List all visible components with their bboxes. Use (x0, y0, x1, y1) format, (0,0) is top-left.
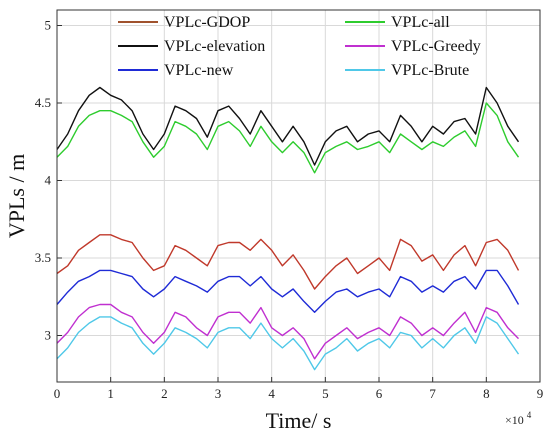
legend-label: VPLc-all (391, 14, 450, 31)
y-tick-label: 4.5 (35, 95, 51, 110)
legend-label: VPLc-Brute (391, 62, 469, 79)
x-multiplier-exponent: 4 (527, 410, 532, 420)
legend: VPLc-GDOP VPLc-elevation VPLc-new VPLc-all V… (118, 14, 481, 79)
y-axis-ticks: 3 3.5 4 4.5 5 (35, 18, 62, 343)
series-lines (56, 86, 520, 371)
legend-item: VPLc-Greedy (345, 38, 481, 55)
x-tick-label: 9 (537, 386, 544, 401)
y-axis-title: VPLs / m (4, 154, 29, 238)
legend-label: VPLc-new (164, 62, 234, 79)
series-line-vplc-brute (56, 316, 520, 371)
x-axis-ticks: 0 1 2 3 4 5 6 7 8 9 (54, 377, 544, 401)
x-tick-label: 5 (322, 386, 329, 401)
y-tick-label: 3 (45, 328, 52, 343)
y-tick-label: 5 (45, 18, 52, 33)
y-tick-label: 3.5 (35, 250, 51, 265)
legend-item: VPLc-GDOP (118, 14, 250, 31)
x-tick-label: 7 (429, 386, 436, 401)
x-tick-label: 8 (483, 386, 490, 401)
x-axis-title: Time/ s (266, 408, 332, 433)
y-tick-label: 4 (45, 173, 52, 188)
legend-item: VPLc-elevation (118, 38, 265, 55)
x-multiplier-base: ×10 (505, 413, 524, 427)
legend-label: VPLc-Greedy (391, 38, 481, 55)
series-line-vplc-greedy (56, 303, 519, 360)
x-tick-label: 0 (54, 386, 61, 401)
legend-label: VPLc-GDOP (164, 14, 250, 31)
x-tick-label: 1 (107, 386, 114, 401)
legend-item: VPLc-new (118, 62, 234, 79)
plot-frame (56, 9, 541, 383)
x-tick-label: 4 (268, 386, 275, 401)
legend-label: VPLc-elevation (164, 38, 265, 55)
series-line-vplc-new (56, 269, 520, 313)
x-tick-label: 6 (376, 386, 383, 401)
legend-item: VPLc-all (345, 14, 450, 31)
x-axis-multiplier: ×10 4 (505, 410, 532, 427)
series-line-vplc-gdop (56, 234, 520, 290)
legend-item: VPLc-Brute (345, 62, 469, 79)
x-tick-label: 3 (215, 386, 222, 401)
series-line-vplc-elevation (56, 86, 520, 166)
series-line-vplc-all (56, 102, 520, 174)
x-tick-label: 2 (161, 386, 168, 401)
